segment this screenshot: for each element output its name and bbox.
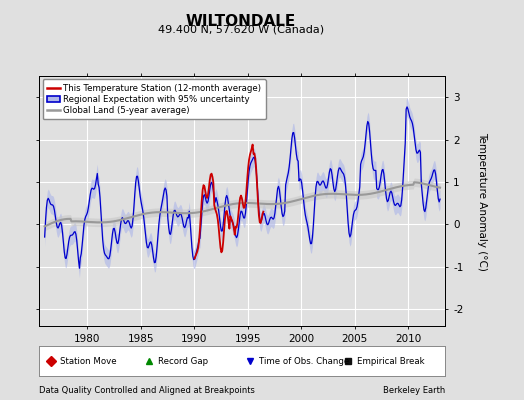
Text: Berkeley Earth: Berkeley Earth [383, 386, 445, 395]
Y-axis label: Temperature Anomaly (°C): Temperature Anomaly (°C) [477, 132, 487, 270]
Text: Record Gap: Record Gap [158, 356, 208, 366]
Legend: This Temperature Station (12-month average), Regional Expectation with 95% uncer: This Temperature Station (12-month avera… [43, 80, 266, 119]
Text: 49.400 N, 57.620 W (Canada): 49.400 N, 57.620 W (Canada) [158, 24, 324, 34]
Text: Station Move: Station Move [60, 356, 117, 366]
Text: WILTONDALE: WILTONDALE [186, 14, 296, 29]
Text: Data Quality Controlled and Aligned at Breakpoints: Data Quality Controlled and Aligned at B… [39, 386, 255, 395]
Text: Empirical Break: Empirical Break [357, 356, 424, 366]
Text: Time of Obs. Change: Time of Obs. Change [259, 356, 350, 366]
